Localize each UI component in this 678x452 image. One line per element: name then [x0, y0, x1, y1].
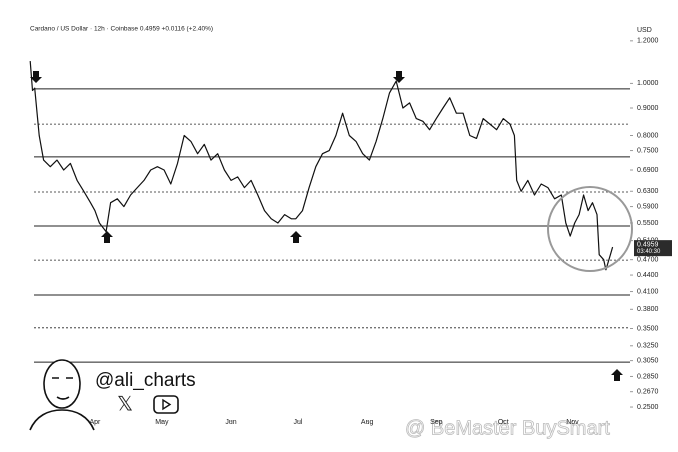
y-tick-label: 0.3050: [637, 357, 659, 364]
x-tick-label: Oct: [498, 419, 509, 426]
x-tick-label: Sep: [430, 419, 443, 426]
y-tick-label: 0.4700: [637, 257, 659, 264]
play-icon: [153, 395, 179, 414]
play-icon: [162, 398, 172, 411]
y-tick-label: 0.8000: [637, 132, 659, 139]
x-tick-label: Nov: [566, 419, 579, 426]
price-tag-box: [634, 240, 672, 257]
x-tick-label: May: [155, 419, 169, 426]
y-tick-label: 0.3800: [637, 306, 659, 313]
arrows: [30, 71, 623, 381]
y-tick-label: 0.7500: [637, 147, 659, 154]
y-tick-label: 0.6900: [637, 167, 659, 174]
y-tick-label: 0.4400: [637, 272, 659, 279]
price-line: [29, 61, 614, 271]
y-tick-label: 0.2670: [637, 389, 659, 396]
y-tick-label: 0.3250: [637, 343, 659, 350]
currency: USD: [637, 27, 652, 34]
watermark: @ BeMaster BuySmart: [405, 417, 610, 439]
y-tick-label: 0.4100: [637, 288, 659, 295]
countdown: 03:40:30: [637, 249, 661, 255]
y-tick-label: 0.2850: [637, 373, 659, 380]
y-tick-label: 1.0000: [637, 80, 659, 87]
x-tick-label: Aug: [361, 419, 374, 426]
y-tick-label: 0.5900: [637, 203, 659, 210]
arrow-up: [101, 231, 113, 243]
y-tick-label: 0.9000: [637, 105, 659, 112]
y-tick-label: 0.6300: [637, 188, 659, 195]
y-tick-label: 0.3500: [637, 325, 659, 332]
y-tick-label: 1.2000: [637, 38, 659, 45]
arrow-up: [290, 231, 302, 243]
x-tick-label: Jul: [294, 419, 303, 426]
highlight-circle: [547, 186, 633, 272]
arrow-down: [393, 71, 405, 83]
x-tick-label: Apr: [89, 419, 101, 426]
price-tag: 0.4959: [637, 241, 659, 248]
chart-title: Cardano / US Dollar · 12h · Coinbase 0.4…: [30, 26, 213, 33]
arrow-down: [30, 71, 42, 83]
x-logo: 𝕏: [117, 393, 133, 415]
avatar: [29, 359, 95, 431]
handle: @ali_charts: [95, 370, 196, 391]
y-tick-label: 0.2500: [637, 404, 659, 411]
arrow-up: [611, 369, 623, 381]
x-tick-label: Jun: [225, 419, 236, 426]
y-tick-label: 0.5500: [637, 220, 659, 227]
